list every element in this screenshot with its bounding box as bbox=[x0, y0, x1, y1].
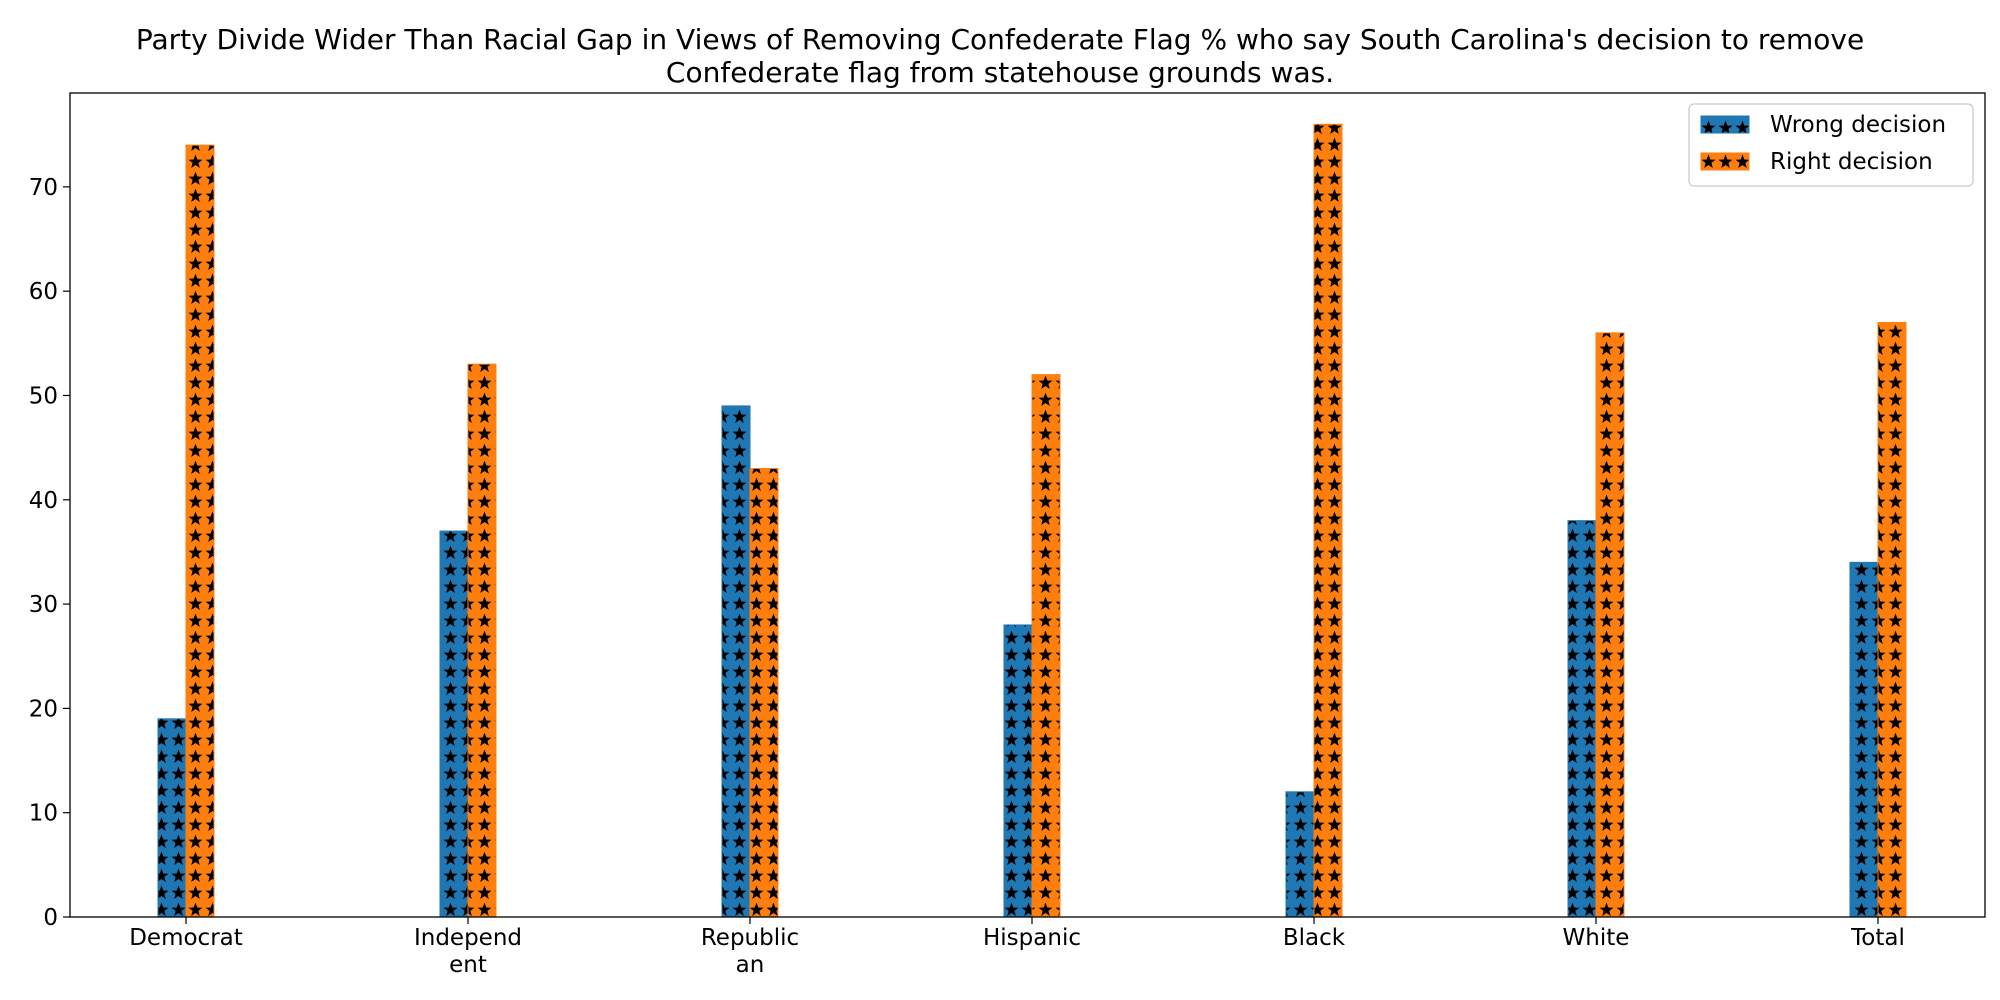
x-tick-label: ent bbox=[449, 952, 487, 978]
x-tick-label: Total bbox=[1850, 925, 1905, 951]
bar-wrong-decision-2 bbox=[721, 405, 751, 918]
chart-title-line-1: Party Divide Wider Than Racial Gap in Vi… bbox=[136, 23, 1864, 56]
legend-swatch-wrong-decision bbox=[1700, 115, 1750, 134]
x-tick-label: Hispanic bbox=[983, 925, 1081, 951]
bar-right-decision-5 bbox=[1595, 332, 1625, 918]
x-tick-label: an bbox=[736, 952, 765, 978]
plot-frame bbox=[69, 92, 1986, 918]
y-tick-label: 50 bbox=[29, 383, 58, 409]
bar-wrong-decision-6 bbox=[1849, 561, 1879, 918]
bar-right-decision-6 bbox=[1877, 321, 1907, 918]
y-tick-label: 10 bbox=[29, 801, 58, 827]
bar-right-decision-0 bbox=[185, 144, 215, 918]
bar-right-decision-4 bbox=[1313, 123, 1343, 918]
bar-wrong-decision-4 bbox=[1285, 791, 1315, 918]
legend-box bbox=[1688, 103, 1974, 187]
y-tick-label: 60 bbox=[29, 279, 58, 305]
bar-right-decision-2 bbox=[749, 467, 779, 918]
bar-right-decision-1 bbox=[467, 363, 497, 918]
bar-right-decision-3 bbox=[1031, 374, 1061, 918]
y-axis: 0 10 20 30 40 50 60 70 bbox=[29, 175, 70, 931]
x-tick-label: Black bbox=[1283, 925, 1346, 951]
x-tick-label: Democrat bbox=[129, 925, 243, 951]
legend-label-right-decision: Right decision bbox=[1770, 149, 1933, 175]
y-tick-label: 70 bbox=[29, 175, 58, 201]
bar-wrong-decision-1 bbox=[439, 530, 469, 918]
y-tick-label: 30 bbox=[29, 592, 58, 618]
x-tick-label: Independ bbox=[414, 925, 522, 951]
bar-wrong-decision-0 bbox=[157, 718, 187, 918]
y-tick-label: 40 bbox=[29, 488, 58, 514]
bars-group bbox=[157, 123, 1907, 918]
bar-wrong-decision-3 bbox=[1003, 624, 1033, 918]
legend-label-wrong-decision: Wrong decision bbox=[1770, 112, 1946, 138]
x-tick-label: White bbox=[1563, 925, 1630, 951]
bar-wrong-decision-5 bbox=[1567, 520, 1597, 918]
chart-title-line-2: Confederate flag from statehouse grounds… bbox=[666, 56, 1334, 89]
x-tick-label: Republic bbox=[701, 925, 799, 951]
y-tick-label: 20 bbox=[29, 696, 58, 722]
legend: Wrong decision Right decision bbox=[1688, 103, 1974, 187]
y-tick-label: 0 bbox=[43, 905, 58, 931]
legend-swatch-right-decision bbox=[1700, 152, 1750, 171]
